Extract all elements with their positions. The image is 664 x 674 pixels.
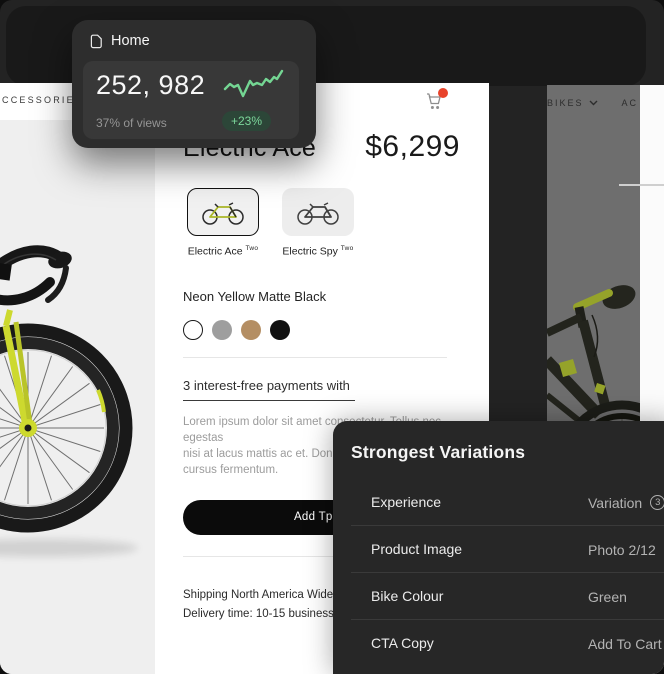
row-divider	[351, 525, 664, 526]
row-label: Bike Colour	[371, 588, 444, 604]
secondary-navbar: BIKES AC	[547, 98, 640, 108]
delivery-info: Delivery time: 10-15 business days	[183, 607, 362, 620]
divider	[183, 356, 447, 358]
swatch-gray[interactable]	[212, 319, 232, 340]
card-title: Home	[111, 33, 150, 49]
strongest-variations-panel: Strongest Variations Experience Variatio…	[333, 421, 664, 674]
swatch-tan[interactable]	[241, 319, 261, 340]
swatch-white[interactable]	[183, 319, 203, 340]
row-label: Experience	[371, 494, 442, 510]
thumbnail-label-ace: Electric Ace Two	[187, 245, 259, 258]
chevron-down-icon	[589, 100, 598, 106]
variation-row-cta-copy[interactable]: CTA Copy Add To Cart	[333, 620, 664, 667]
bike-photo-illustration	[0, 245, 138, 557]
color-options-label: Neon Yellow Matte Black	[183, 288, 327, 304]
nav-item-bikes[interactable]: BIKES	[547, 98, 598, 108]
variations-list: Experience Variation 3 Product Image Pho…	[333, 479, 664, 667]
views-count: 252, 982	[96, 70, 206, 100]
nav-item-accessories-right[interactable]: AC	[621, 98, 638, 108]
panel-title: Strongest Variations	[351, 442, 526, 462]
thumbnail-electric-spy[interactable]	[282, 188, 354, 236]
cart-notification-dot	[438, 88, 448, 98]
variation-row-product-image[interactable]: Product Image Photo 2/12	[333, 526, 664, 573]
variation-row-bike-colour[interactable]: Bike Colour Green	[333, 573, 664, 620]
document-icon	[90, 34, 102, 48]
variation-number-badge: 3	[650, 495, 664, 510]
home-analytics-card[interactable]: Home 252, 982 37% of views +23%	[72, 20, 316, 148]
thumbnail-label-spy: Electric Spy Two	[282, 245, 354, 258]
mini-bike-dark-icon	[297, 202, 339, 225]
row-divider	[351, 619, 664, 620]
row-value: Green	[588, 588, 627, 605]
payments-link[interactable]: 3 interest-free payments with	[183, 378, 355, 401]
swatch-black[interactable]	[270, 319, 290, 340]
divider	[183, 555, 470, 557]
row-label: CTA Copy	[371, 635, 434, 651]
product-price: $6,299	[365, 130, 460, 163]
views-stat-card: 252, 982 37% of views +23%	[83, 61, 299, 139]
card-header: Home	[90, 33, 150, 49]
shipping-info: Shipping North America Wide	[183, 588, 334, 601]
nav-item-accessories[interactable]: CCESSORIES	[2, 95, 84, 105]
cart-button[interactable]	[425, 88, 448, 114]
row-value: Add To Cart	[588, 635, 662, 652]
thumbnail-electric-ace[interactable]	[187, 188, 259, 236]
secondary-divider-line	[619, 184, 664, 186]
views-caption: 37% of views	[96, 116, 167, 130]
variation-row-experience[interactable]: Experience Variation 3	[333, 479, 664, 526]
row-value: Photo 2/12	[588, 541, 656, 558]
color-swatches	[183, 319, 460, 340]
row-divider	[351, 572, 664, 573]
product-photo	[0, 120, 155, 674]
mini-bike-yellow-icon	[202, 202, 244, 225]
trend-delta-badge: +23%	[221, 111, 271, 131]
row-label: Product Image	[371, 541, 463, 557]
row-value: Variation 3	[588, 479, 664, 526]
trend-sparkline	[223, 69, 284, 98]
